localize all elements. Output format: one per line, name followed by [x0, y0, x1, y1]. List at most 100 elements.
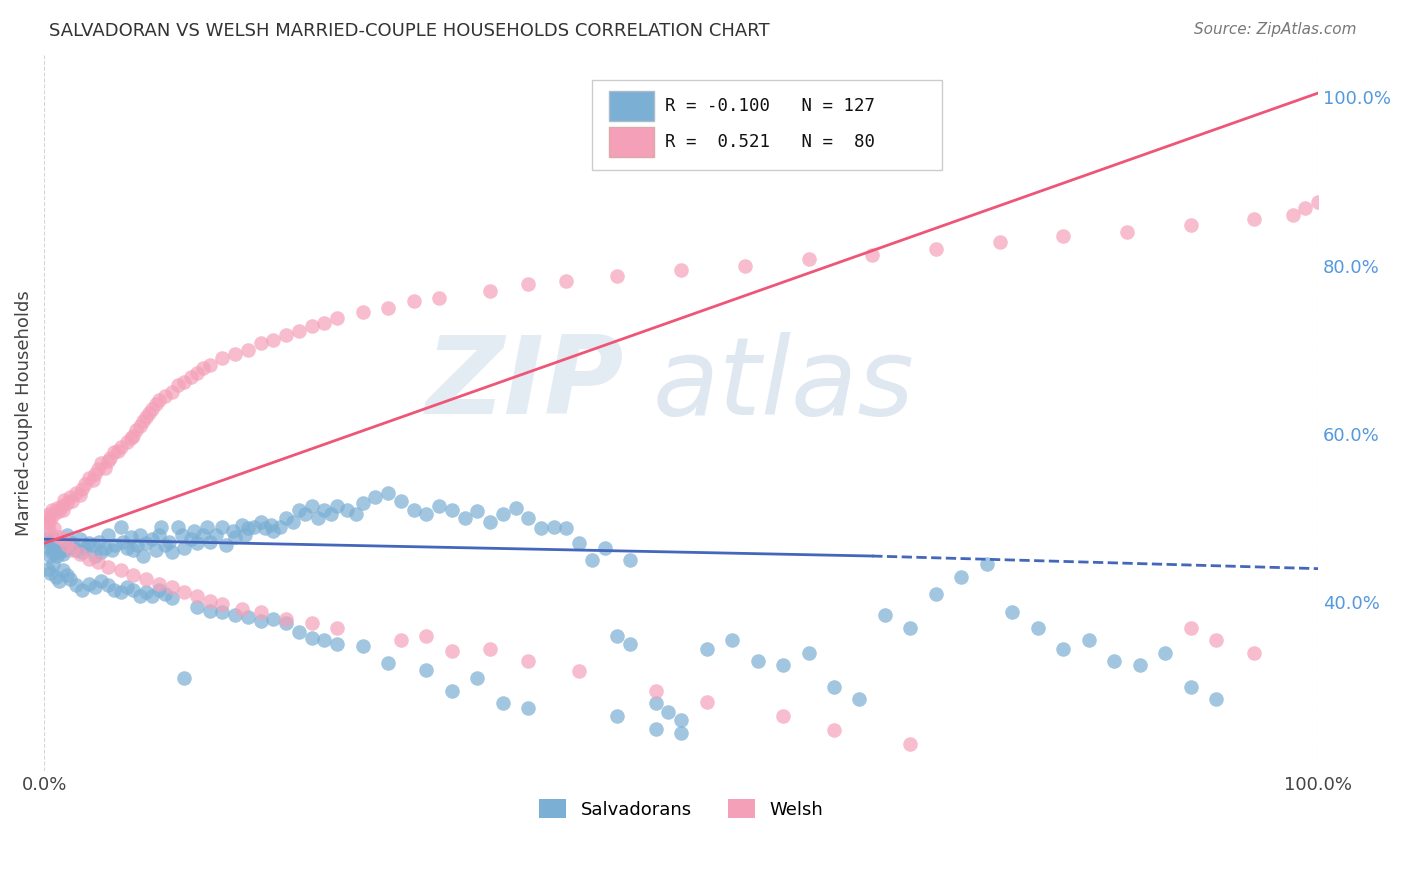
Point [198, 604, 221, 618]
Point [1077, 633, 1099, 648]
Point [51, 499, 73, 513]
Point [122, 582, 145, 597]
Point [53, 543, 76, 558]
Point [160, 580, 183, 594]
Point [128, 418, 150, 433]
Point [479, 284, 502, 298]
Point [127, 538, 149, 552]
Point [160, 384, 183, 399]
Point [97, 560, 120, 574]
Point [236, 521, 259, 535]
Point [173, 585, 195, 599]
Point [364, 490, 387, 504]
Point [173, 541, 195, 555]
Point [326, 621, 349, 635]
Point [1308, 195, 1330, 210]
Point [925, 587, 948, 601]
Point [120, 530, 142, 544]
Point [145, 543, 167, 558]
Point [84, 467, 107, 482]
Point [224, 347, 246, 361]
Point [73, 477, 96, 491]
Point [186, 367, 208, 381]
Point [173, 671, 195, 685]
Point [69, 532, 91, 546]
Point [39, 566, 62, 580]
Point [319, 507, 342, 521]
Point [103, 445, 125, 459]
Point [314, 633, 336, 648]
Point [276, 616, 298, 631]
Point [186, 599, 208, 614]
Point [41, 545, 63, 559]
Point [619, 553, 641, 567]
Point [517, 277, 540, 292]
Point [696, 695, 718, 709]
Point [122, 428, 145, 442]
Point [39, 526, 62, 541]
Point [568, 665, 591, 679]
Point [110, 519, 132, 533]
Point [1180, 621, 1202, 635]
Point [52, 532, 75, 546]
Point [167, 378, 190, 392]
Point [644, 697, 666, 711]
Point [157, 534, 180, 549]
Point [269, 519, 291, 533]
Point [193, 361, 215, 376]
Point [215, 538, 238, 552]
Point [45, 549, 67, 563]
Point [281, 516, 304, 530]
Point [900, 737, 922, 751]
Point [94, 460, 117, 475]
Point [135, 410, 157, 425]
Point [167, 519, 190, 533]
Point [669, 262, 692, 277]
Point [69, 487, 91, 501]
Text: ZIP: ZIP [426, 331, 624, 437]
Point [94, 541, 117, 555]
Point [211, 351, 233, 366]
Point [58, 490, 80, 504]
Point [606, 268, 628, 283]
Point [69, 547, 91, 561]
Point [44, 521, 66, 535]
Point [58, 541, 80, 555]
Point [1026, 621, 1049, 635]
Point [221, 524, 243, 538]
Point [262, 612, 284, 626]
Point [581, 553, 603, 567]
Point [644, 683, 666, 698]
Point [60, 536, 83, 550]
Point [97, 578, 120, 592]
Point [721, 633, 744, 648]
Point [249, 606, 271, 620]
Point [148, 528, 170, 542]
Legend: Salvadorans, Welsh: Salvadorans, Welsh [531, 792, 831, 826]
Point [97, 528, 120, 542]
Point [644, 722, 666, 736]
Point [389, 494, 412, 508]
Point [288, 324, 311, 338]
Point [77, 551, 100, 566]
Point [37, 562, 59, 576]
Point [1001, 606, 1024, 620]
Point [619, 637, 641, 651]
FancyBboxPatch shape [609, 128, 654, 158]
Point [180, 369, 202, 384]
Point [1294, 202, 1316, 216]
Point [231, 517, 253, 532]
Point [1052, 641, 1074, 656]
Point [153, 538, 176, 552]
Point [1205, 692, 1227, 706]
Point [97, 454, 120, 468]
Point [415, 507, 437, 521]
Point [797, 646, 820, 660]
Point [249, 614, 271, 628]
Point [262, 524, 284, 538]
Point [48, 574, 70, 589]
Point [669, 713, 692, 727]
Point [530, 521, 553, 535]
Point [860, 248, 883, 262]
Point [44, 541, 66, 555]
